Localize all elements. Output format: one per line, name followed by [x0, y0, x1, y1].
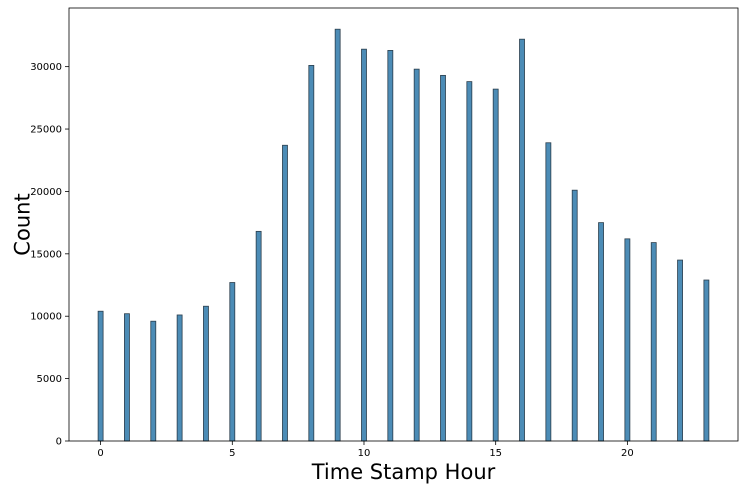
- x-axis-ticks: 0 5 10 15 20: [97, 441, 634, 459]
- y-tick-label: 15000: [30, 249, 62, 260]
- bar-hour-7: [282, 144, 288, 442]
- y-tick-label: 20000: [30, 187, 62, 198]
- y-tick-label: 30000: [30, 62, 62, 73]
- x-tick-label: 10: [358, 448, 371, 459]
- bar-hour-13: [440, 74, 446, 442]
- bar-hour-2: [150, 320, 157, 442]
- bar-hour-16: [519, 38, 525, 442]
- bar-hour-20: [624, 238, 631, 442]
- bar-hour-5: [229, 282, 236, 442]
- y-axis-ticks: 0 5000 10000 15000 20000 25000 30000: [30, 62, 69, 448]
- y-tick-label: 5000: [37, 374, 62, 385]
- bar-hour-19: [598, 222, 604, 442]
- bar-hour-6: [255, 230, 262, 442]
- bar-hour-22: [677, 259, 683, 442]
- x-tick-label: 5: [229, 448, 235, 459]
- bar-hour-1: [124, 313, 130, 442]
- bar-hour-4: [203, 305, 209, 442]
- bar-hour-21: [650, 242, 657, 442]
- y-tick-label: 10000: [30, 312, 62, 323]
- x-tick-label: 0: [97, 448, 103, 459]
- bar-hour-23: [703, 279, 710, 442]
- y-axis-label: Count: [10, 193, 34, 255]
- y-tick-label: 25000: [30, 125, 62, 136]
- plot-frame: [68, 7, 739, 442]
- bar-hour-3: [176, 314, 183, 442]
- bar-hour-18: [571, 189, 578, 442]
- bar-hour-17: [545, 142, 552, 442]
- y-tick-label: 0: [56, 437, 62, 448]
- bar-hour-11: [387, 50, 394, 442]
- bar-hour-8: [308, 65, 315, 442]
- bar-hour-0: [97, 310, 104, 442]
- x-axis-label: Time Stamp Hour: [311, 460, 496, 484]
- x-tick-label: 15: [489, 448, 502, 459]
- bar-hour-15: [492, 88, 499, 442]
- bar-hour-14: [466, 81, 473, 442]
- bar-hour-10: [361, 48, 367, 442]
- bar-hour-9: [334, 28, 341, 442]
- x-tick-label: 20: [621, 448, 634, 459]
- bar-hour-12: [413, 68, 420, 442]
- bars-group: [97, 28, 710, 442]
